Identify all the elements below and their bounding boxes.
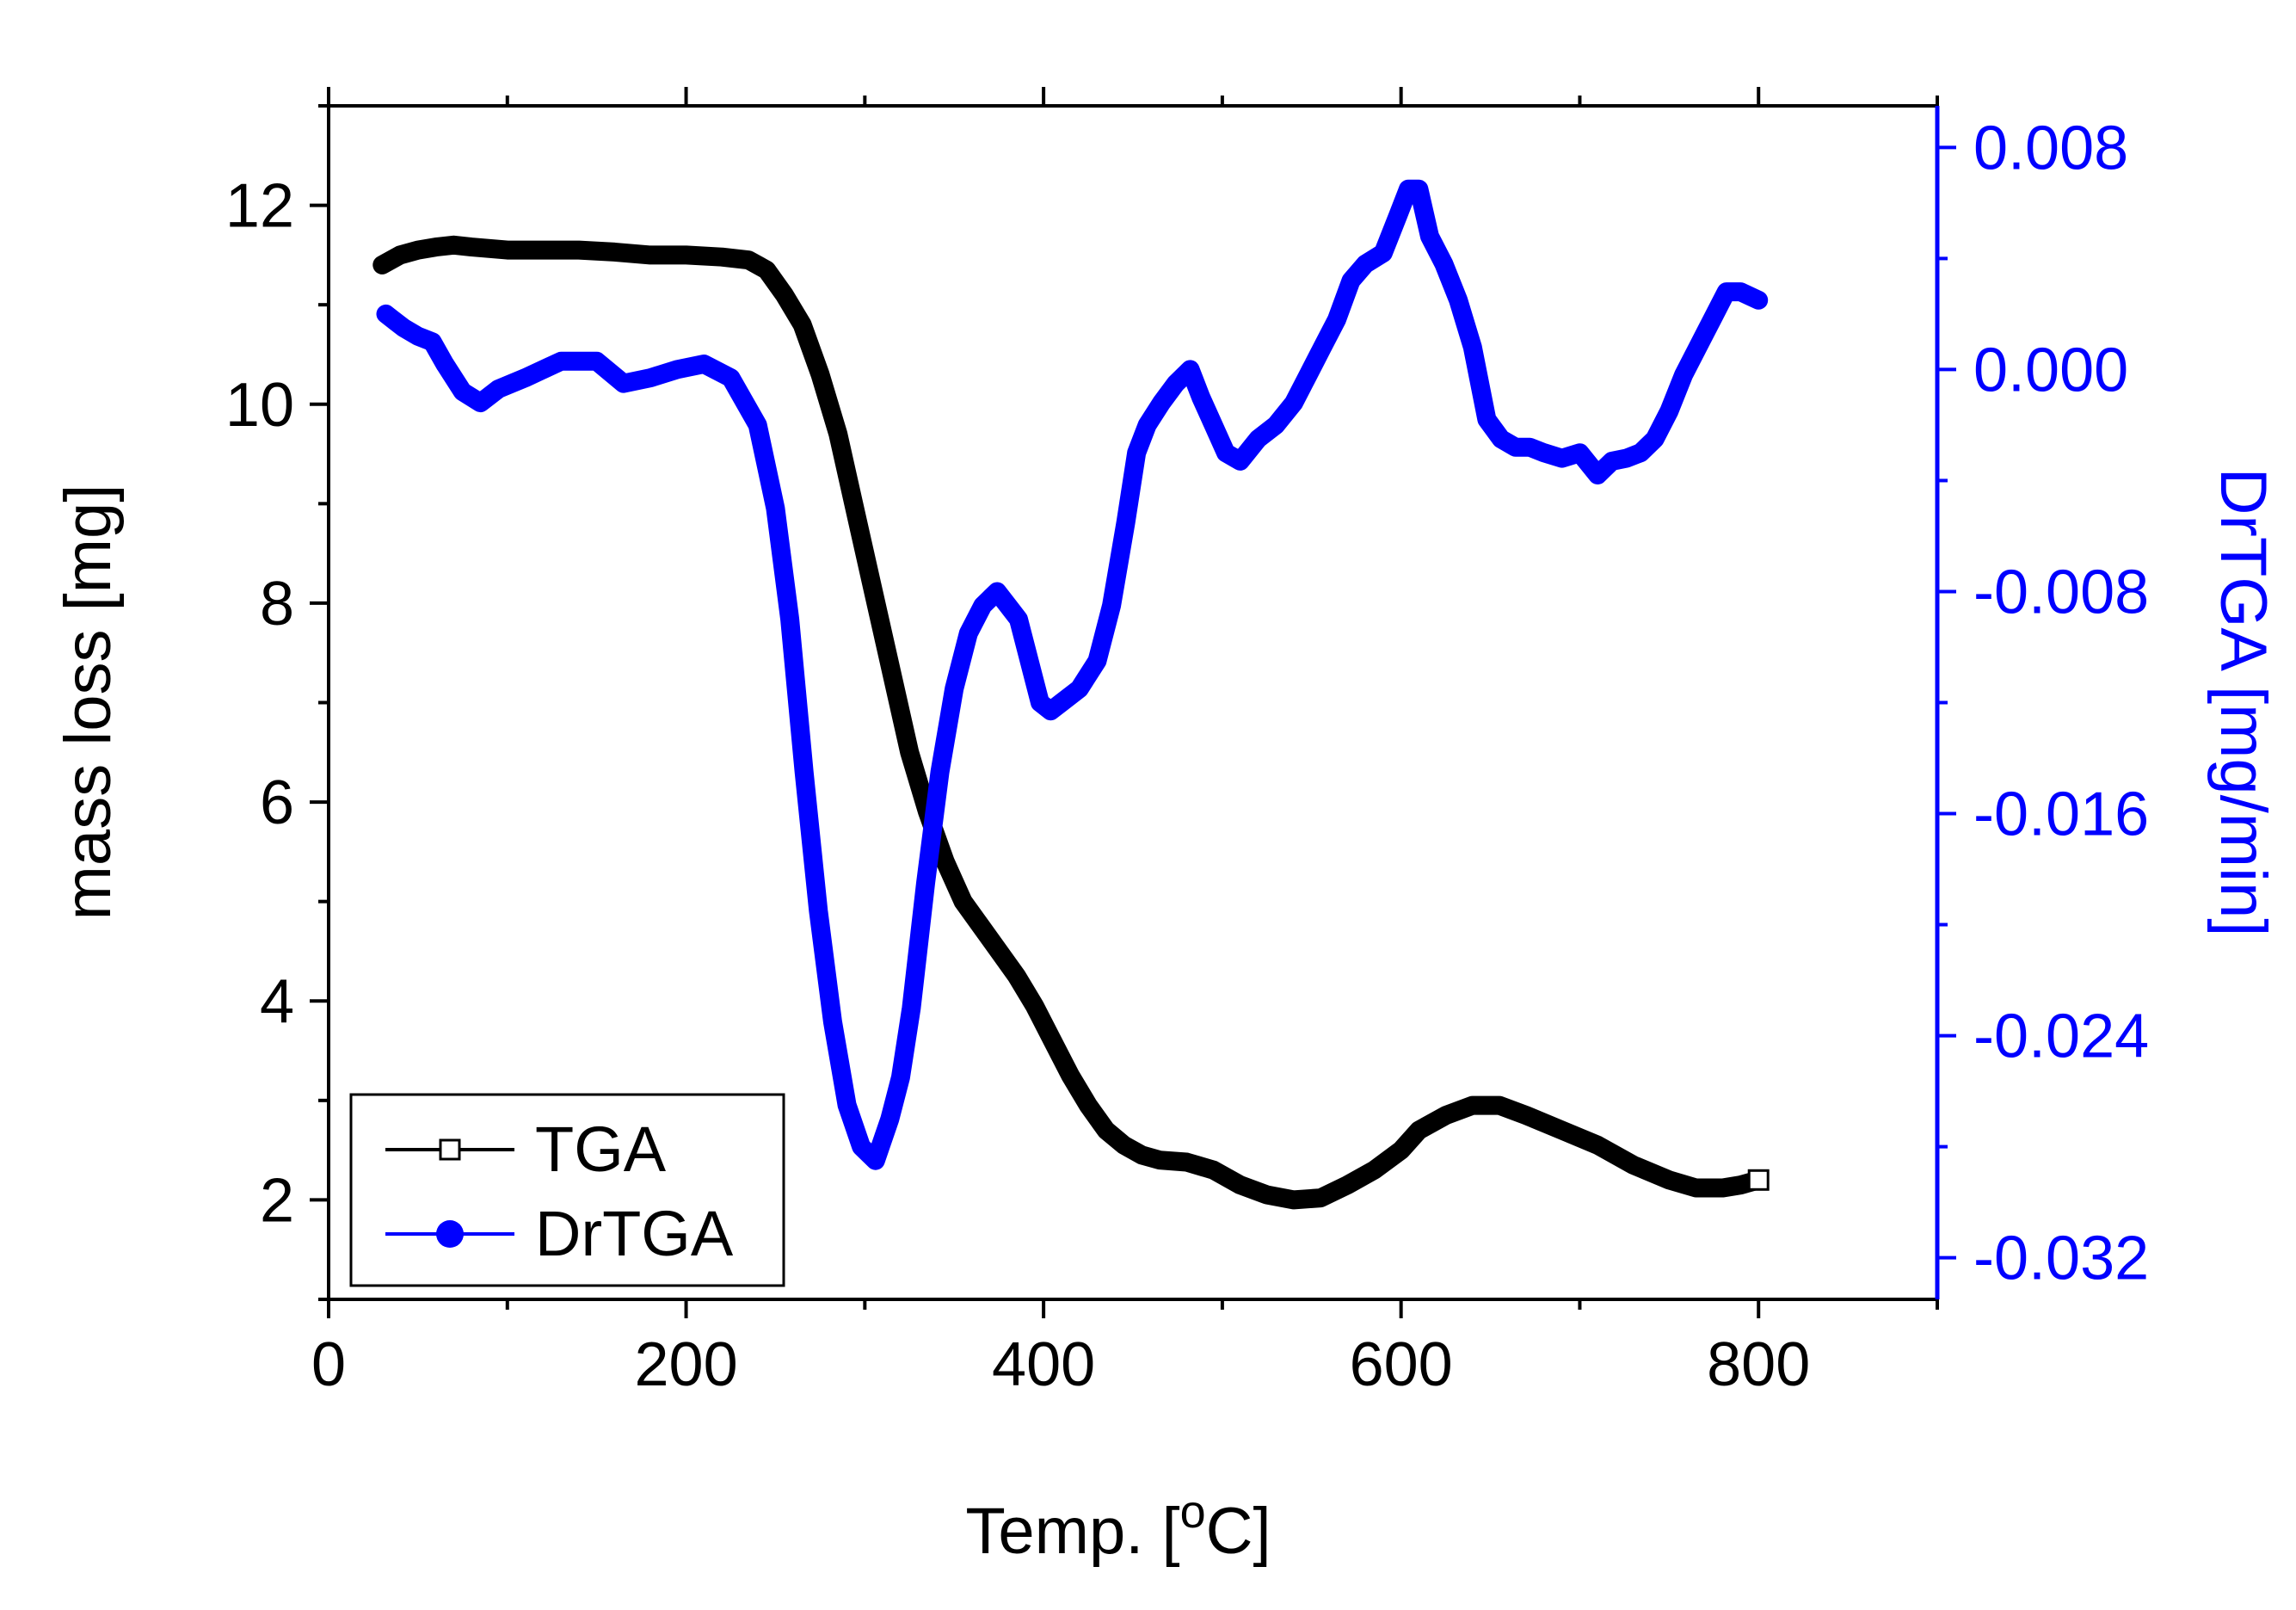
- legend-drtga-label: DrTGA: [535, 1198, 734, 1269]
- y-left-tick-label: 12: [225, 172, 294, 241]
- y-right-axis-label: DrTGA [mg/min]: [2207, 468, 2280, 937]
- y-right-axis-ticks: 0.008 0.000 -0.008 -0.016 -0.024 -0.032: [1935, 106, 2149, 1299]
- y-left-axis-label: mass loss [mg]: [52, 484, 125, 921]
- x-axis-label-superscript: o: [1180, 1486, 1206, 1538]
- series-line-tga: [372, 235, 1769, 1210]
- series-layer: [372, 179, 1770, 1210]
- y-right-tick-label: 0.000: [1973, 336, 2128, 404]
- x-axis-label-main: Temp. [: [965, 1495, 1179, 1568]
- x-axis-ticks: 0 200 400 600 800: [311, 87, 1939, 1399]
- y-right-tick-label: 0.008: [1973, 114, 2128, 182]
- y-left-tick-label: 2: [260, 1166, 294, 1235]
- x-tick-label: 200: [634, 1330, 737, 1399]
- y-right-tick-label: -0.024: [1973, 1002, 2149, 1071]
- legend-drtga-marker: [436, 1220, 464, 1248]
- series-end-marker-tga: [1747, 1169, 1770, 1191]
- y-right-tick-label: -0.032: [1973, 1224, 2149, 1293]
- y-left-tick-label: 4: [260, 967, 294, 1036]
- legend-tga-label: TGA: [535, 1113, 667, 1185]
- y-left-tick-label: 8: [260, 570, 294, 638]
- series-line-drtga: [376, 179, 1769, 1170]
- legend-box: [349, 1093, 785, 1287]
- y-right-tick-label: -0.016: [1973, 780, 2149, 849]
- legend-tga-marker: [439, 1138, 461, 1161]
- x-tick-label: 600: [1350, 1330, 1453, 1399]
- y-left-tick-label: 10: [225, 371, 294, 440]
- y-left-axis-ticks: 2 4 6 8 10 12: [225, 104, 329, 1301]
- x-axis-label-suffix: C]: [1206, 1495, 1271, 1568]
- x-tick-label: 0: [311, 1330, 346, 1399]
- legend: TGA DrTGA: [349, 1093, 785, 1287]
- x-axis-label: Temp. [oC]: [965, 1486, 1271, 1568]
- x-tick-label: 800: [1707, 1330, 1810, 1399]
- x-tick-label: 400: [992, 1330, 1095, 1399]
- y-left-tick-label: 6: [260, 768, 294, 837]
- y-right-tick-label: -0.008: [1973, 558, 2149, 626]
